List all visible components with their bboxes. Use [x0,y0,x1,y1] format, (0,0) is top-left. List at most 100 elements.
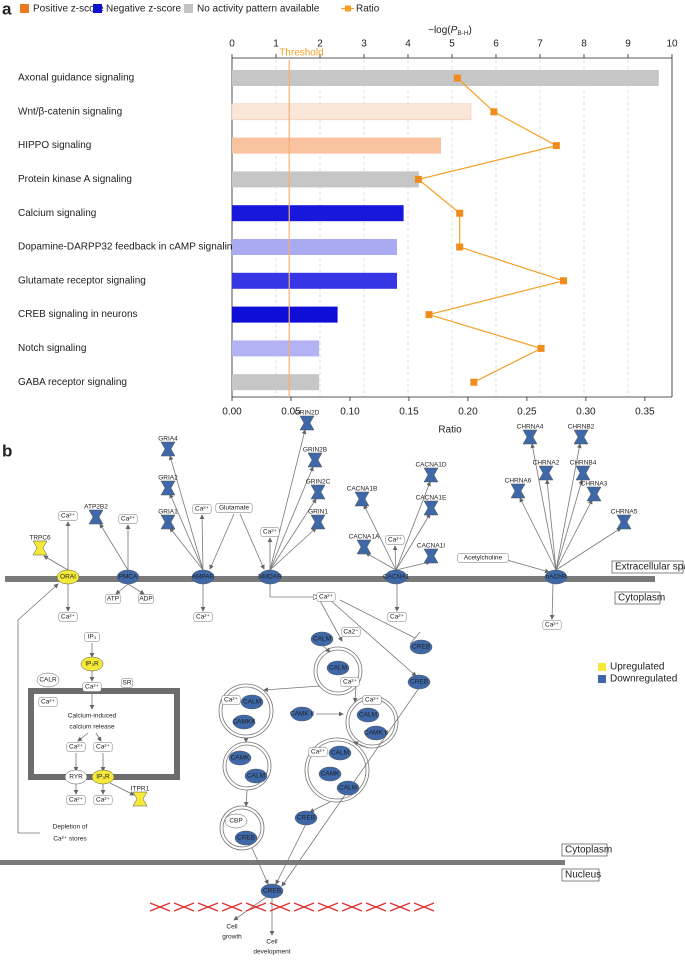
edge [545,479,557,571]
node-label: Ca²⁺ [311,749,325,756]
node [36,672,60,688]
node-label: CHRNA5 [611,509,638,516]
ratio-marker [456,209,464,217]
node [384,569,408,585]
node-label: Acetylcholine [464,555,503,562]
bar [232,205,404,222]
x-top-tick-label: 5 [449,39,455,50]
edge [17,583,59,834]
edge [329,599,417,677]
small-molecule [121,678,133,688]
small-molecule [385,535,405,545]
small-molecule [457,553,509,563]
bar [232,374,320,391]
x-tick-label: 0.10 [340,407,360,418]
compartment-box [561,843,608,857]
node [244,768,268,784]
node-label: Cell [266,939,278,946]
legend-swatch [93,4,102,13]
bar [232,306,338,323]
edge [555,499,593,571]
node-label: CALM [247,773,265,780]
channel-node [160,514,176,530]
small-molecule [193,612,213,622]
blocked-mark [341,902,363,912]
small-molecule [105,594,121,604]
channel-node [310,514,326,530]
category-label: GABA receptor signaling [18,377,127,388]
edge [269,498,317,571]
compartment-box [614,591,661,605]
node [328,745,352,761]
node [80,656,104,672]
edge [269,584,318,597]
ratio-marker [425,311,433,319]
node-label: ORAI [60,574,76,581]
diagram: TRPC6 Ca²⁺ ORAI Ca²⁺ ATP2B2 Ca²⁺ PMCA ATP ADP GRI… [17,410,685,956]
node-label: CBP [229,818,242,825]
ratio-marker [537,344,545,352]
node-label: Ca²⁺ [195,506,209,513]
small-molecule [58,511,78,521]
node-label: Ca²⁺ [196,614,210,621]
edge [363,504,397,571]
category-label: Notch signaling [18,343,86,354]
blocked-mark [269,902,291,912]
small-molecule [93,742,113,752]
node-label: Ca²⁺ stores [53,836,87,843]
category-label: Wnt/β-catenin signaling [18,106,122,117]
edge [209,513,235,570]
node-label: RYR [69,774,83,781]
node-label: CALM [243,699,261,706]
x-top-tick-label: 3 [361,39,367,50]
node-label: CREB [297,815,315,822]
small-molecule [138,594,154,604]
blocked-mark [293,902,315,912]
diagram-layout [0,576,655,865]
node [116,569,140,585]
node-label: PMCA [119,574,138,581]
x-tick-label: 0.25 [517,407,537,418]
channel-node [538,465,554,481]
legend-swatch [345,5,351,12]
threshold-label: Threshold [279,48,323,59]
bar [232,340,320,357]
node [409,639,433,655]
node-label: calcium release [69,724,115,731]
edge [95,732,102,742]
category-label: CREB signaling in neurons [18,309,138,320]
node-label: CHRNA2 [533,460,560,467]
edge [392,545,398,571]
compartment-label: Extracellular space [615,562,685,573]
ratio-marker [490,108,498,116]
bar [232,70,659,86]
blocked-mark [149,902,171,912]
blocked-mark [365,902,387,912]
node-label: CHRNB2 [568,424,595,431]
x-tick-label: 0.20 [458,407,478,418]
x-top-tick-label: 6 [493,39,499,50]
node-label: Ca²⁺ [388,537,402,544]
node-label: Depletion of [53,824,88,831]
x-top-tick-label: 7 [537,39,543,50]
channel-node [423,467,439,483]
blocked-mark [221,902,243,912]
small-molecule [66,795,86,805]
node [364,725,388,741]
edge [555,527,622,571]
node [318,766,342,782]
node-label: GRIN2D [295,410,320,417]
x-top-tick-label: 4 [405,39,411,50]
edge [309,801,331,813]
node [356,707,380,723]
node-label: CALM [359,712,377,719]
edge [109,782,135,796]
node-label: CHRNA4 [517,424,544,431]
node-label: CALM [339,785,357,792]
channel-node [510,483,526,499]
node-label: Ca²⁺ [69,797,83,804]
small-molecule [362,695,382,705]
node-label: development [253,949,290,956]
channel-node [132,791,148,807]
node-label: Glutamate [219,505,249,512]
